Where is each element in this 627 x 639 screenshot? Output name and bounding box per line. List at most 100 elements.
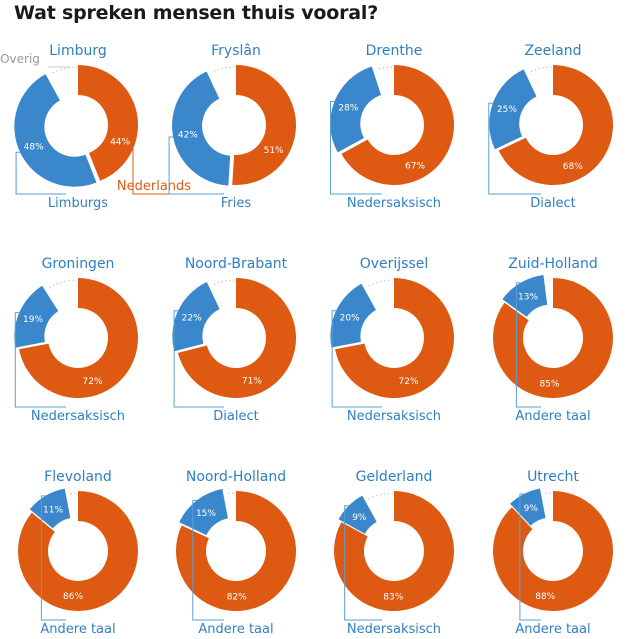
pct-label-nederlands: 72% [83,377,103,387]
pct-label-other: 15% [196,509,216,519]
legend-overig: Overig [0,52,40,66]
other-language-label: Fries [221,196,251,211]
donut-title: Utrecht [527,469,579,485]
pct-label-other: 20% [340,314,360,324]
pct-label-nederlands: 85% [539,379,559,389]
donut-noord-holland: 82% 15% Noord-Holland Andere taal [175,469,296,637]
other-language-label: Dialect [213,409,258,424]
leader-line [515,282,541,408]
donut-title: Groningen [42,256,115,272]
pct-label-nederlands: 83% [383,592,403,602]
pct-label-other: 13% [518,292,538,302]
other-language-label: Dialect [530,196,575,211]
slice-nederlands [341,65,454,185]
leader-line [488,102,541,195]
pct-label-nederlands: 82% [227,592,247,602]
leader-line [331,310,382,408]
slice-nederlands [333,491,454,611]
donut-title: Zuid-Holland [508,256,598,272]
pct-label-nederlands: 72% [399,377,419,387]
slice-nederlands [232,64,297,185]
slice-overig [368,492,393,500]
leader-line [173,310,224,408]
donut-title: Limburg [49,43,106,59]
other-language-label: Andere taal [515,622,590,637]
leader-line [192,499,224,621]
slice-nederlands [17,491,138,611]
donut-title: Gelderland [356,469,433,485]
donut-gelderland: 83% 9% Gelderland Nedersaksisch [333,469,454,637]
slice-nederlands [493,491,614,612]
pct-label-nederlands: 71% [242,377,262,387]
slice-dialect [489,69,537,150]
pct-label-other: 11% [43,505,63,515]
donut-noord-brabant: 71% 22% Noord-Brabant Dialect [172,256,297,424]
pct-label-nederlands: 68% [563,162,583,172]
slice-overig [52,66,77,74]
donut-title: Overijssel [360,256,429,272]
other-language-label: Andere taal [40,622,115,637]
slice-dialect [172,282,220,352]
leader-line [15,151,66,195]
slice-nederlands [498,65,613,185]
donut-title: Fryslân [211,43,261,59]
donut-limburg: 44% 48% Limburg Limburgs Overig Nederlands [0,43,191,211]
slice-overig [530,66,552,72]
slice-andere-taal [179,488,228,536]
pct-label-other: 48% [24,142,44,152]
donut-frysl-n: 51% 42% Fryslân Fries [168,43,297,211]
slice-overig [378,66,393,70]
pct-label-other: 42% [178,131,198,141]
donut-drenthe: 67% 28% Drenthe Nedersaksisch [330,43,454,211]
donut-zuid-holland: 85% 13% Zuid-Holland Andere taal [492,256,613,424]
slice-nedersaksisch [14,285,59,348]
pct-label-other: 25% [497,105,517,115]
donut-overijssel: 72% 20% Overijssel Nedersaksisch [330,256,454,424]
slice-overig [544,492,552,495]
slice-nederlands [78,65,139,181]
leader-line [344,505,382,621]
slice-andere-taal [29,488,71,529]
pct-label-other: 19% [23,315,43,325]
leader-line [519,493,541,621]
other-language-label: Nedersaksisch [347,409,441,424]
slice-nedersaksisch [330,283,376,348]
slice-andere-taal [510,488,546,526]
slice-nedersaksisch [338,495,377,534]
slice-overig [227,492,235,495]
donut-title: Flevoland [44,469,112,485]
slice-nederlands [19,278,138,398]
donut-utrecht: 88% 9% Utrecht Andere taal [493,469,614,637]
slice-overig [69,492,77,495]
slice-limburgs [14,74,97,187]
pct-label-nederlands: 88% [535,592,555,602]
leader-line [168,136,224,195]
pct-label-nederlands: 44% [110,137,130,147]
slice-overig [213,279,235,285]
pct-label-other: 9% [524,504,539,514]
donut-title: Zeeland [524,43,581,59]
leader-line [14,312,66,408]
other-language-label: Nedersaksisch [347,622,441,637]
legend-nederlands: Nederlands [117,179,191,194]
slice-overig [213,66,235,72]
donut-groningen: 72% 19% Groningen Nedersaksisch [14,256,138,424]
pct-label-nederlands: 51% [264,146,284,156]
donut-title: Noord-Brabant [185,256,288,272]
pct-label-nederlands: 67% [405,161,425,171]
slice-fries [172,71,231,186]
leader-line [40,495,66,621]
other-language-label: Andere taal [198,622,273,637]
page-title: Wat spreken mensen thuis vooral? [14,2,379,24]
pct-label-other: 28% [338,103,358,113]
slice-nederlands [492,278,613,399]
slice-nederlands [177,278,297,399]
pct-label-other: 22% [182,314,202,324]
donut-flevoland: 86% 11% Flevoland Andere taal [17,469,138,637]
slice-nederlands [175,491,296,612]
donut-title: Noord-Holland [186,469,286,485]
pct-label-other: 9% [352,513,367,523]
slice-andere-taal [502,275,548,317]
slice-overig [368,279,393,287]
